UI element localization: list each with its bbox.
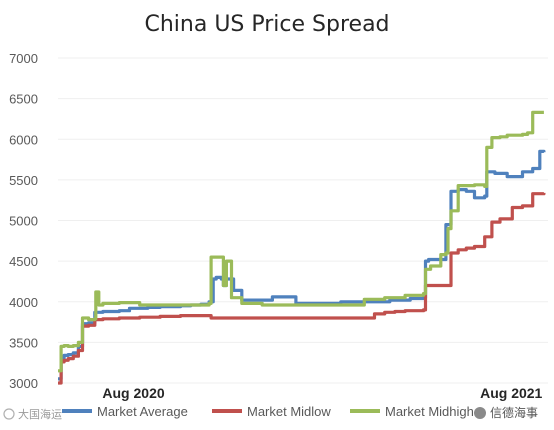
series-line-market-midlow (58, 192, 546, 385)
legend-label-market-average: Market Average (97, 404, 188, 419)
series-lines (58, 110, 546, 385)
legend-label-market-midhigh: Market Midhigh (385, 404, 474, 419)
y-tick-label: 6000 (9, 132, 38, 147)
legend: Market Average Market Midlow Market Midhig… (62, 404, 474, 419)
y-axis-tick-labels: 3000 3500 4000 4500 5000 5500 6000 6500 7000 (9, 51, 38, 391)
watermark-right-text: 信德海事 (490, 405, 538, 420)
y-tick-label: 7000 (9, 51, 38, 66)
watermark-right: 信德海事 (474, 405, 538, 420)
y-tick-label: 6500 (9, 92, 38, 107)
y-tick-label: 4000 (9, 295, 38, 310)
gridlines (58, 57, 548, 384)
y-tick-label: 5500 (9, 173, 38, 188)
y-tick-label: 4500 (9, 254, 38, 269)
watermark-left-text: 大国海运 (18, 407, 62, 421)
watermark-right-logo-icon (474, 407, 486, 419)
chart-title: China US Price Spread (144, 12, 389, 37)
y-tick-label: 3000 (9, 376, 38, 391)
x-tick-label: Aug 2020 (102, 385, 164, 401)
legend-label-market-midlow: Market Midlow (247, 404, 331, 419)
x-tick-label: Aug 2021 (480, 385, 542, 401)
series-line-market-midhigh (58, 110, 544, 373)
y-tick-label: 5000 (9, 214, 38, 229)
y-tick-label: 3500 (9, 335, 38, 350)
series-line-market-average (58, 149, 546, 381)
x-axis-tick-labels: Aug 2020 Aug 2021 (102, 385, 542, 401)
watermark-left-logo-icon (3, 408, 15, 420)
watermark-left: 大国海运 (3, 407, 62, 421)
